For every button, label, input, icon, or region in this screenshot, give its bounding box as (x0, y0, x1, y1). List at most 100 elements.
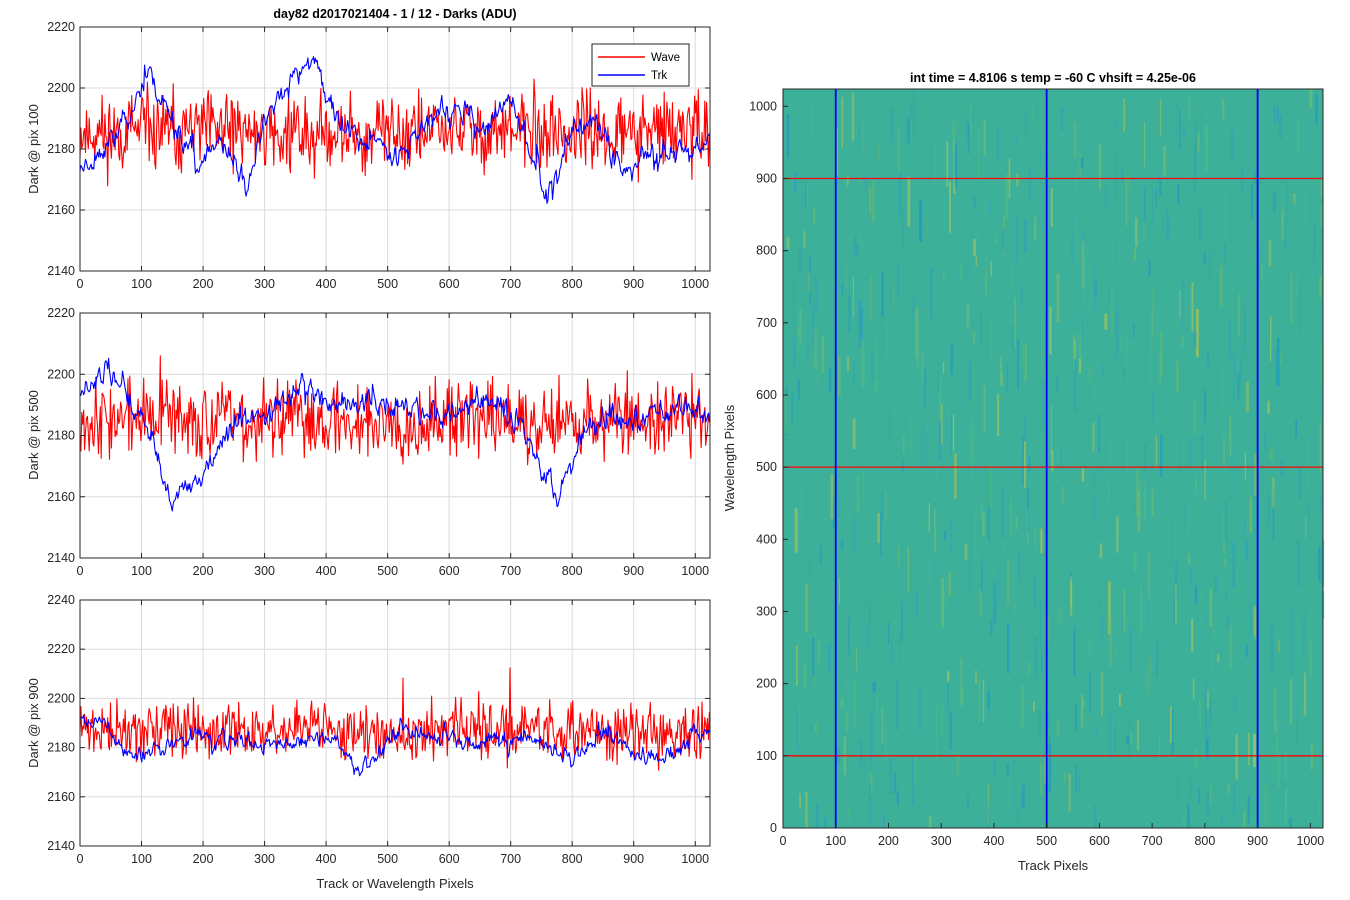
heatmap-streak (973, 352, 976, 405)
heatmap-streak (1171, 518, 1173, 568)
heatmap-streak (1305, 518, 1307, 538)
heatmap-streak (898, 546, 900, 566)
heatmap-streak (930, 237, 932, 265)
heatmap-streak (794, 508, 798, 553)
heatmap-streak (1290, 679, 1292, 725)
heatmap-streak (860, 422, 863, 459)
heatmap-streak (1061, 486, 1065, 504)
heatmap-streak (909, 508, 911, 537)
heatmap-streak (1201, 592, 1203, 605)
heatmap-streak (1039, 599, 1041, 647)
heatmap-streak (1012, 263, 1014, 294)
heatmap-streak (962, 690, 964, 702)
heatmap-streak (1081, 468, 1085, 482)
legend-box (591, 43, 690, 87)
heatmap-streak (846, 356, 850, 371)
heatmap-streak (803, 231, 806, 248)
heatmap-streak (786, 584, 788, 626)
heatmap-streak (1079, 153, 1081, 178)
heatmap-streak (1175, 298, 1178, 343)
heatmap-streak (846, 176, 849, 186)
heatmap-streak (1244, 453, 1246, 480)
heatmap-streak (1016, 806, 1019, 828)
heatmap-streak (1277, 443, 1279, 463)
heatmap-streak (1068, 774, 1071, 812)
heatmap-streak (1201, 435, 1204, 471)
heatmap-streak (1245, 644, 1248, 658)
heatmap-streak (1199, 699, 1201, 726)
heatmap-streak (1075, 173, 1078, 191)
y-tick-label: 2180 (47, 429, 75, 443)
heatmap-streak (954, 143, 957, 186)
heatmap-streak (1048, 744, 1052, 792)
heatmap-streak (875, 379, 878, 390)
heatmap-streak (1226, 783, 1230, 794)
heatmap-streak (1022, 435, 1024, 486)
x-tick-label: 700 (500, 564, 521, 578)
data-traces (79, 355, 710, 512)
heatmap-streak (1246, 541, 1248, 559)
heatmap-streak (871, 351, 874, 380)
heatmap-streak (881, 490, 883, 522)
y-tick-label: 700 (756, 316, 777, 330)
heatmap-streak (933, 554, 935, 584)
x-tick-label: 0 (77, 277, 84, 291)
heatmap-streak (1284, 789, 1287, 808)
heatmap-streak (1237, 373, 1240, 399)
heatmap-streak (947, 681, 950, 707)
x-tick-label: 0 (77, 564, 84, 578)
heatmap-streak (1078, 771, 1080, 792)
heatmap-streak (1171, 709, 1174, 755)
heatmap-streak (1039, 150, 1041, 165)
heatmap-streak (1108, 581, 1111, 634)
heatmap-streak (1284, 752, 1287, 782)
x-tick-label: 400 (984, 834, 1005, 848)
x-tick-label: 200 (193, 852, 214, 866)
heatmap-streak (1175, 584, 1177, 625)
heatmap-streak (1309, 639, 1312, 679)
heatmap-streak (1143, 186, 1146, 222)
heatmap-streak (1027, 510, 1029, 546)
heatmap-streak (1149, 354, 1152, 401)
heatmap-streak (1017, 339, 1019, 390)
plot-dark-pix-100: 0 100 200 300 400 500 600 700 800 900 1000 2140 2160… (26, 7, 711, 291)
x-tick-label: 500 (1036, 834, 1057, 848)
heatmap-streak (956, 116, 958, 133)
x-tick-label: 200 (878, 834, 899, 848)
heatmap-streak (1017, 549, 1021, 583)
heatmap-streak (913, 756, 917, 783)
y-tick-label: 2220 (47, 20, 75, 34)
heatmap-streak (869, 783, 871, 824)
heatmap-streak (1073, 121, 1077, 158)
heatmap-streak (1176, 361, 1179, 392)
heatmap-streak (1073, 334, 1076, 372)
heatmap-streak (965, 119, 968, 139)
heatmap-streak (1178, 437, 1181, 472)
heatmap-streak (1046, 751, 1050, 782)
heatmap-streak (844, 216, 847, 266)
heatmap-streak (1116, 516, 1119, 553)
heatmap-streak (912, 89, 915, 140)
heatmap-streak (846, 566, 849, 604)
x-tick-label: 700 (500, 277, 521, 291)
legend-label-wave: Wave (651, 52, 680, 64)
heatmap-streak (987, 806, 990, 821)
heatmap-streak (1272, 744, 1274, 776)
heatmap-streak (1290, 607, 1293, 630)
heatmap-streak (1246, 381, 1249, 412)
heatmap-streak (1101, 363, 1105, 376)
heatmap-streak (1052, 311, 1054, 355)
heatmap-streak (840, 538, 844, 550)
heatmap-streak (859, 172, 861, 183)
heatmap-streak (794, 171, 797, 193)
heatmap-streak (1093, 265, 1096, 316)
heatmap-streak (1236, 356, 1237, 377)
y-tick-label: 0 (770, 821, 777, 835)
heatmap-streak (1033, 701, 1035, 712)
y-axis-label: Dark @ pix 500 (26, 390, 41, 480)
heatmap-streak (1269, 377, 1273, 395)
heatmap-streak (1040, 528, 1043, 554)
heatmap-streak (1098, 144, 1102, 190)
heatmap-streak (1015, 515, 1018, 530)
heatmap-streak (1231, 450, 1233, 500)
